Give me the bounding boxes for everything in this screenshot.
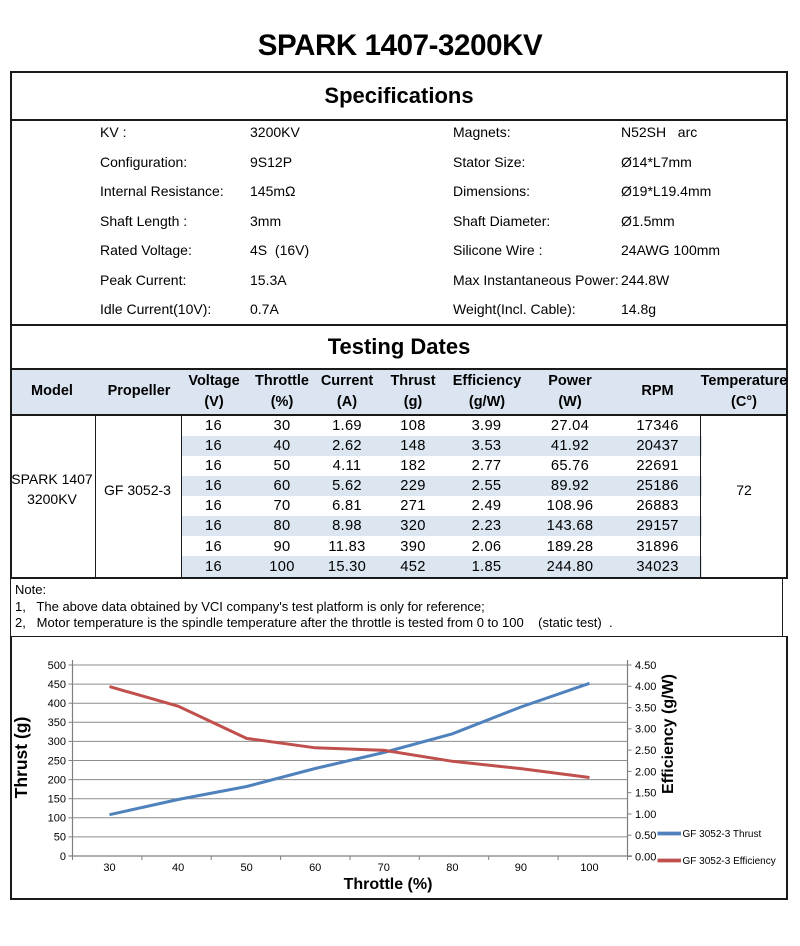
svg-text:Efficiency (g/W): Efficiency (g/W) [660,674,677,794]
svg-text:90: 90 [515,862,527,874]
svg-text:4.50: 4.50 [635,660,656,672]
svg-text:1.50: 1.50 [635,788,656,800]
svg-text:1.00: 1.00 [635,809,656,821]
svg-text:0.50: 0.50 [635,830,656,842]
svg-text:GF 3052-3 Thrust: GF 3052-3 Thrust [683,829,762,840]
svg-text:50: 50 [54,832,66,844]
svg-text:0.00: 0.00 [635,851,656,863]
svg-text:40: 40 [172,862,184,874]
svg-text:300: 300 [48,736,66,748]
svg-text:450: 450 [48,679,66,691]
svg-text:0: 0 [60,851,66,863]
svg-text:Thrust (g): Thrust (g) [12,717,31,799]
svg-text:4.00: 4.00 [635,681,656,693]
svg-text:Throttle (%): Throttle (%) [344,876,433,893]
svg-text:70: 70 [378,862,390,874]
svg-text:200: 200 [48,774,66,786]
svg-text:3.00: 3.00 [635,724,656,736]
svg-text:100: 100 [48,813,66,825]
svg-text:50: 50 [240,862,252,874]
svg-text:2.50: 2.50 [635,745,656,757]
svg-text:GF 3052-3 Efficiency: GF 3052-3 Efficiency [683,856,776,867]
svg-text:350: 350 [48,717,66,729]
svg-text:30: 30 [103,862,115,874]
svg-text:150: 150 [48,794,66,806]
svg-text:80: 80 [446,862,458,874]
svg-text:100: 100 [580,862,598,874]
svg-text:250: 250 [48,755,66,767]
svg-text:2.00: 2.00 [635,766,656,778]
svg-text:3.50: 3.50 [635,703,656,715]
svg-text:500: 500 [48,660,66,672]
svg-text:400: 400 [48,698,66,710]
svg-text:60: 60 [309,862,321,874]
